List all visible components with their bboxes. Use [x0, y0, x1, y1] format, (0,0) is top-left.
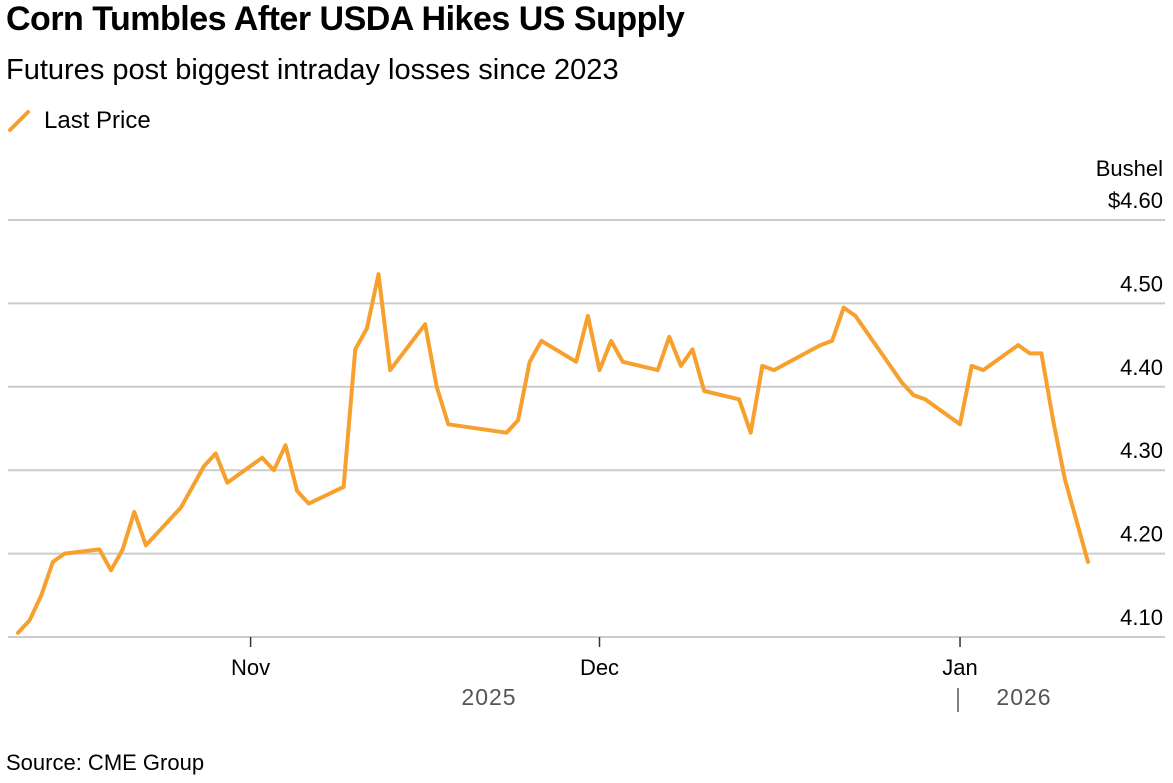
x-tick-label: Nov	[231, 655, 270, 680]
year-label: 2025	[461, 684, 516, 710]
chart-title: Corn Tumbles After USDA Hikes US Supply	[6, 0, 685, 38]
series-line-last-price	[16, 272, 1090, 635]
chart-subtitle: Futures post biggest intraday losses sin…	[6, 54, 619, 86]
price-chart: Bushel $4.60 4.50 4.40 4.30 4.20 4.10 Nov Dec Jan…	[8, 156, 1165, 712]
x-tick-label: Dec	[580, 655, 619, 680]
y-tick-label: 4.20	[1120, 522, 1163, 547]
legend-label: Last Price	[44, 107, 151, 134]
y-tick-label: 4.10	[1120, 605, 1163, 630]
y-tick-label: 4.30	[1120, 438, 1163, 463]
x-tick-label: Jan	[942, 655, 977, 680]
y-tick-label: 4.50	[1120, 271, 1163, 296]
y-tick-label: $4.60	[1108, 188, 1163, 213]
source-note: Source: CME Group	[6, 750, 205, 775]
year-label: 2026	[996, 684, 1051, 710]
y-unit-label: Bushel	[1096, 156, 1163, 181]
legend-line-swatch-icon	[6, 108, 32, 134]
legend: Last Price	[6, 107, 151, 135]
y-tick-label: 4.40	[1120, 355, 1163, 380]
